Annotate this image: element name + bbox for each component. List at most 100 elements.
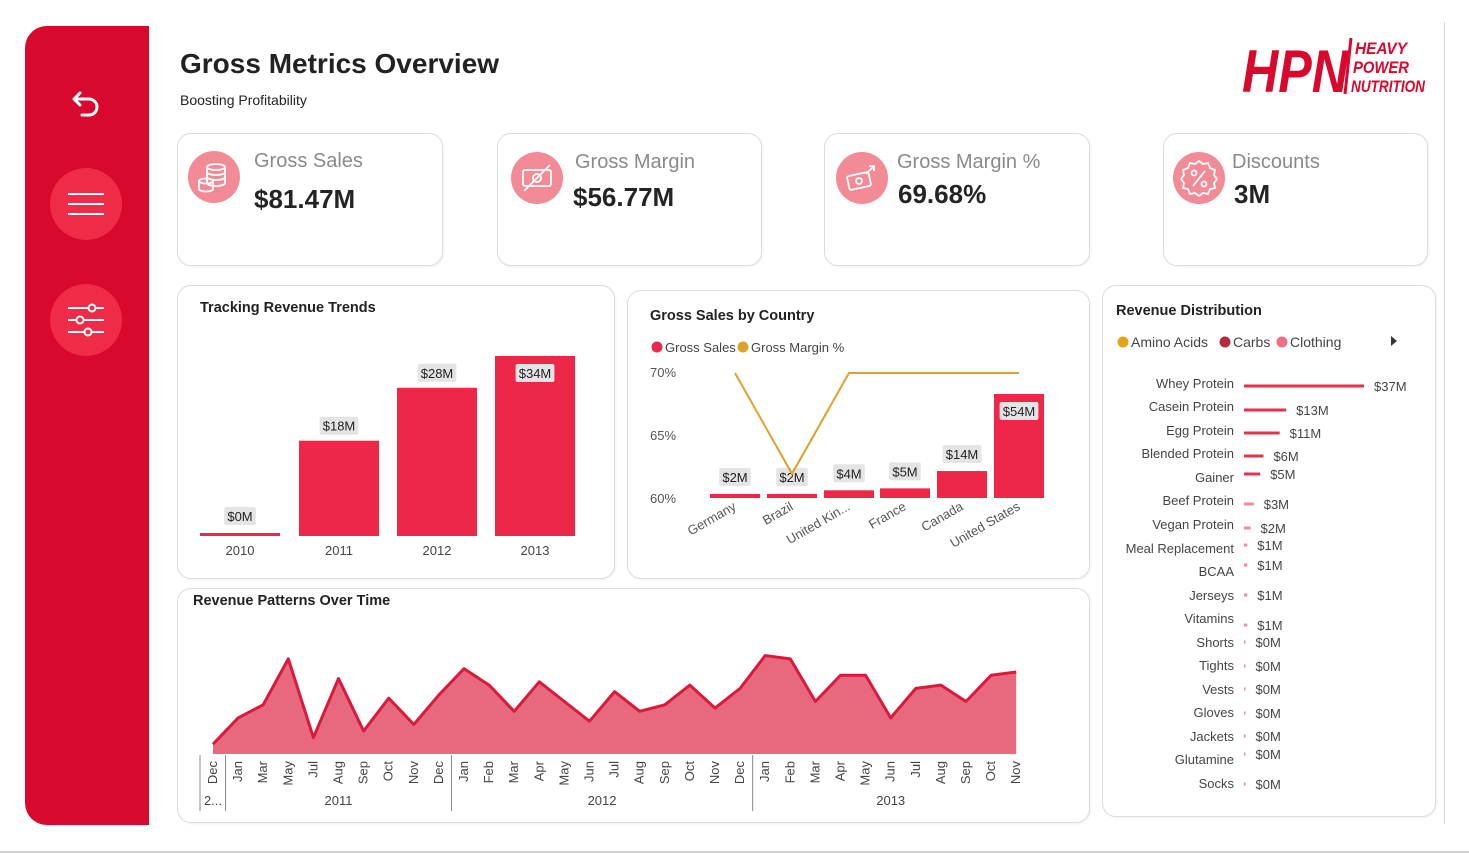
month-tick-label: May	[858, 761, 873, 786]
data-label-bg	[889, 462, 921, 481]
category-label: Glutamine	[1175, 752, 1234, 767]
data-label: $14M	[946, 447, 979, 462]
bar-Canada	[937, 471, 987, 498]
legend-marker	[651, 341, 663, 353]
month-tick-label: Feb	[481, 761, 496, 783]
legend-label: Clothing	[1290, 334, 1341, 350]
data-label: $2M	[1260, 521, 1285, 536]
data-label-bg	[833, 464, 865, 483]
page-bottom-border	[0, 851, 1469, 853]
bar-Blended Protein	[1244, 454, 1264, 458]
category-label: Beef Protein	[1162, 493, 1234, 508]
panel-title: Revenue Patterns Over Time	[193, 593, 391, 609]
data-label: $0M	[1256, 777, 1281, 792]
x-tick-label: Canada	[919, 498, 967, 534]
legend-marker	[1117, 336, 1129, 348]
month-tick-label: Mar	[506, 760, 521, 783]
bar-Jackets	[1244, 734, 1246, 738]
x-tick-label: 2013	[521, 543, 550, 558]
legend-label: Amino Acids	[1131, 334, 1208, 350]
data-label-bg	[719, 468, 751, 486]
data-label-bg	[515, 364, 555, 382]
data-label: $0M	[1256, 729, 1281, 744]
bar-Socks	[1244, 782, 1246, 786]
bar-Germany	[710, 494, 760, 498]
legend-label: Gross Margin %	[751, 340, 845, 355]
category-label: Egg Protein	[1166, 423, 1234, 438]
kpi-card-gross-margin: Gross Margin $56.77M	[497, 133, 762, 266]
data-label: $0M	[1256, 706, 1281, 721]
data-label: $34M	[519, 366, 552, 381]
bar-2012	[397, 387, 477, 536]
coins-icon	[198, 163, 226, 193]
x-tick-label: France	[866, 499, 909, 532]
category-label: Vitamins	[1184, 611, 1234, 626]
panel-title: Tracking Revenue Trends	[200, 300, 376, 316]
menu-button[interactable]	[50, 168, 122, 240]
kpi-label: Gross Margin	[575, 151, 696, 173]
category-label: Gloves	[1194, 705, 1235, 720]
category-label: Whey Protein	[1156, 376, 1234, 391]
data-label-bg	[999, 402, 1039, 420]
data-label-bg	[224, 507, 256, 525]
bar-Whey Protein	[1244, 384, 1364, 388]
bar-Brazil	[767, 494, 817, 498]
country-sales-panel: Gross Sales by Country Gross Sales Gross …	[627, 290, 1090, 579]
revenue-trends-panel: Tracking Revenue Trends $0M 2010 $18M 2011 $…	[177, 285, 615, 579]
category-label: Shorts	[1196, 635, 1234, 650]
category-label: Casein Protein	[1149, 399, 1234, 414]
kpi-card-gross-sales: Gross Sales $81.47M	[177, 133, 443, 266]
kpi-label: Discounts	[1232, 151, 1320, 173]
back-arrow-icon	[72, 91, 99, 117]
data-label-bg	[417, 363, 457, 382]
data-label: $37M	[1374, 379, 1407, 394]
month-tick-label: May	[280, 761, 295, 786]
revenue-line	[211, 654, 1017, 746]
bar-Vests	[1244, 687, 1246, 691]
data-label: $0M	[1256, 682, 1281, 697]
data-label: $5M	[892, 464, 917, 479]
data-label: $13M	[1296, 403, 1329, 418]
month-tick-label: Oct	[983, 761, 998, 782]
bar-Vegan Protein	[1244, 526, 1251, 530]
category-label: Vegan Protein	[1152, 517, 1234, 532]
month-tick-label: Oct	[682, 761, 697, 782]
revenue-area	[213, 655, 1017, 754]
back-button[interactable]	[60, 81, 112, 127]
kpi-value: $56.77M	[573, 182, 675, 212]
category-label: BCAA	[1199, 564, 1235, 579]
category-label: Gainer	[1195, 470, 1235, 485]
data-label: $2M	[722, 470, 747, 485]
month-tick-label: Jul	[607, 761, 622, 778]
data-label: $5M	[1270, 467, 1295, 482]
x-tick-label: Germany	[685, 498, 739, 538]
month-tick-label: Sep	[356, 761, 371, 784]
logo-line-1: HEAVY	[1355, 39, 1409, 58]
right-divider	[1444, 22, 1445, 824]
bar-Vitamins	[1244, 623, 1248, 627]
data-label: $2M	[779, 470, 804, 485]
country-sales-chart: Gross Sales Gross Margin % 70% 65% 60% $2M Ger…	[650, 340, 1044, 551]
revenue-trends-chart: $0M 2010 $18M 2011 $28M 2012 $34M 2013	[200, 356, 575, 558]
data-label-bg	[942, 445, 982, 464]
kpi-value: $81.47M	[254, 184, 356, 214]
month-tick-label: Sep	[657, 761, 672, 784]
cash-up-icon	[846, 165, 875, 191]
filter-button[interactable]	[50, 284, 122, 356]
data-label: $28M	[421, 366, 454, 381]
logo-line-2: POWER	[1353, 58, 1410, 77]
legend-next-button[interactable]	[1387, 334, 1401, 348]
month-tick-label: Jan	[456, 761, 471, 782]
category-label: Socks	[1199, 776, 1235, 791]
month-tick-label: Sep	[958, 761, 973, 784]
data-label: $11M	[1290, 426, 1322, 441]
bar-Tights	[1244, 664, 1246, 668]
page-title: Gross Metrics Overview	[180, 48, 500, 79]
revenue-distribution-chart: Amino Acids Carbs Clothing Whey Protein $37M…	[1117, 334, 1407, 792]
panel-title: Gross Sales by Country	[650, 308, 815, 324]
x-tick-label: 2011	[325, 543, 353, 558]
bar-Casein Protein	[1244, 408, 1287, 412]
month-tick-label: Jun	[582, 761, 597, 782]
bar-2013	[495, 356, 575, 536]
data-label: $3M	[1264, 497, 1289, 512]
